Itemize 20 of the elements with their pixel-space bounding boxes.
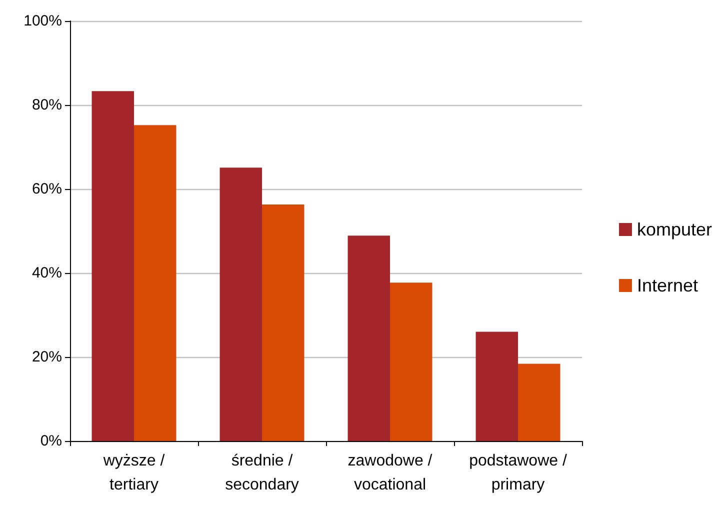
bar [348, 236, 390, 441]
legend-label: Internet [636, 276, 698, 296]
x-tick-label: wyższe / tertiary [102, 452, 166, 494]
y-tick-label: 20% [32, 348, 62, 366]
y-tick-label: 0% [40, 432, 62, 450]
bar [518, 364, 560, 441]
bar [134, 125, 176, 441]
legend-label: komputer [636, 220, 712, 240]
y-tick-label: 100% [24, 12, 62, 30]
bar [220, 168, 262, 441]
x-tick-label: średnie / secondary [225, 452, 299, 494]
y-tick-label: 40% [32, 264, 62, 282]
bar [390, 282, 432, 441]
y-tick-label: 60% [32, 180, 62, 198]
x-tick-label: podstawowe / primary [469, 452, 568, 494]
bar [262, 204, 304, 441]
x-tick-label: zawodowe / vocational [348, 452, 433, 494]
bar [476, 332, 518, 441]
bar [92, 91, 134, 441]
y-tick-label: 80% [32, 96, 62, 114]
